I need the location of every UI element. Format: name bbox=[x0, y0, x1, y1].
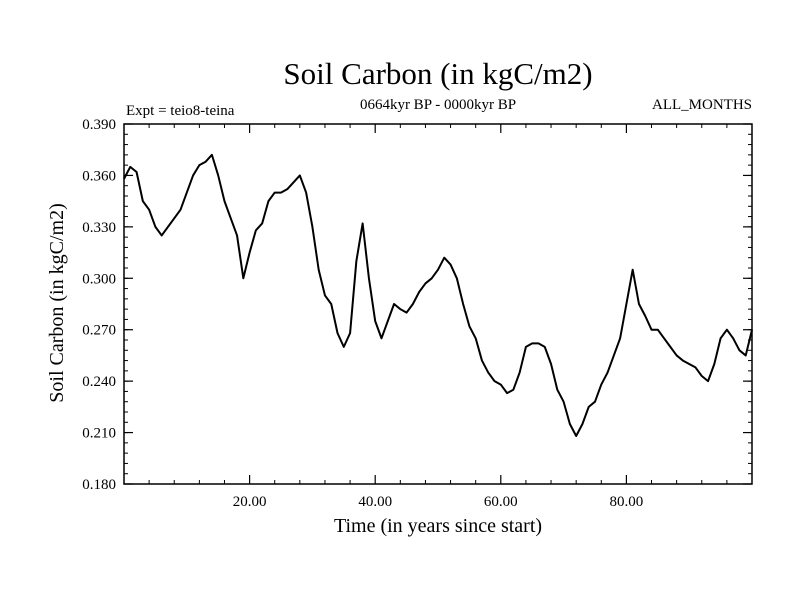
y-tick-label: 0.270 bbox=[82, 323, 116, 339]
x-tick-label: 80.00 bbox=[610, 494, 644, 510]
experiment-label: Expt = teio8-teina bbox=[126, 103, 235, 119]
y-tick-label: 0.330 bbox=[82, 220, 116, 236]
x-tick-label: 40.00 bbox=[358, 494, 392, 510]
x-axis-label: Time (in years since start) bbox=[334, 515, 542, 537]
series-line-0 bbox=[123, 153, 753, 437]
plot-area: 0.180 0.210 0.240 0.270 0.300 0.330 0.360 0.390… bbox=[82, 117, 753, 510]
chart-title: Soil Carbon (in kgC/m2) bbox=[283, 56, 592, 91]
x-tick-label: 20.00 bbox=[233, 494, 267, 510]
y-tick-label: 0.390 bbox=[82, 117, 116, 133]
months-label: ALL_MONTHS bbox=[652, 97, 752, 113]
y-axis-label: Soil Carbon (in kgC/m2) bbox=[46, 203, 68, 402]
plot-frame bbox=[123, 123, 753, 485]
y-tick-label: 0.360 bbox=[82, 168, 116, 184]
x-tick-label: 60.00 bbox=[484, 494, 518, 510]
y-tick-label: 0.240 bbox=[82, 374, 116, 390]
chart-subtitle: 0664kyr BP - 0000kyr BP bbox=[360, 97, 516, 113]
y-tick-label: 0.300 bbox=[82, 271, 116, 287]
y-tick-label: 0.210 bbox=[82, 426, 116, 442]
y-tick-label: 0.180 bbox=[82, 477, 116, 493]
